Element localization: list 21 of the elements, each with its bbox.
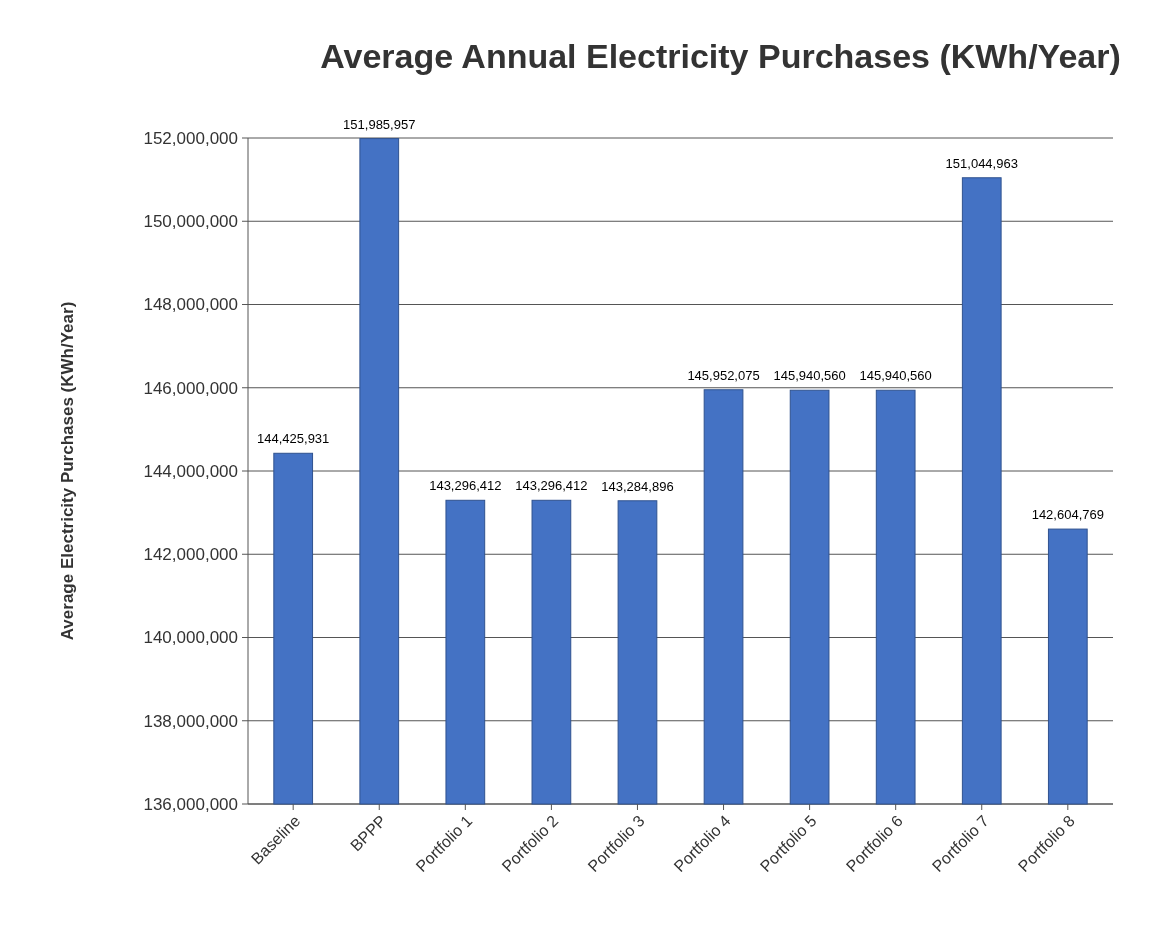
y-axis-title: Average Electricity Purchases (KWh/Year) [58, 301, 77, 641]
y-tick-label: 144,000,000 [143, 461, 238, 481]
data-label: 143,296,412 [429, 478, 502, 494]
data-label: 151,985,957 [343, 116, 416, 132]
y-tick-label: 138,000,000 [143, 711, 238, 731]
data-label: 151,044,963 [945, 155, 1018, 171]
y-tick-label: 140,000,000 [143, 628, 238, 648]
data-label: 145,940,560 [859, 368, 932, 384]
y-tick-label: 152,000,000 [143, 128, 238, 148]
y-tick-label: 142,000,000 [143, 545, 238, 565]
data-label: 142,604,769 [1031, 507, 1104, 523]
y-tick-label: 136,000,000 [143, 794, 238, 814]
chart-title: Average Annual Electricity Purchases (KWh/Year) [320, 37, 1121, 75]
data-label: 145,940,560 [773, 368, 846, 384]
data-label: 145,952,075 [687, 367, 760, 383]
y-tick-label: 150,000,000 [143, 212, 238, 232]
y-tick-label: 146,000,000 [143, 378, 238, 398]
y-tick-label: 148,000,000 [143, 295, 238, 315]
data-label: 144,425,931 [257, 431, 330, 447]
data-label: 143,284,896 [601, 478, 674, 494]
data-label: 143,296,412 [515, 478, 588, 494]
